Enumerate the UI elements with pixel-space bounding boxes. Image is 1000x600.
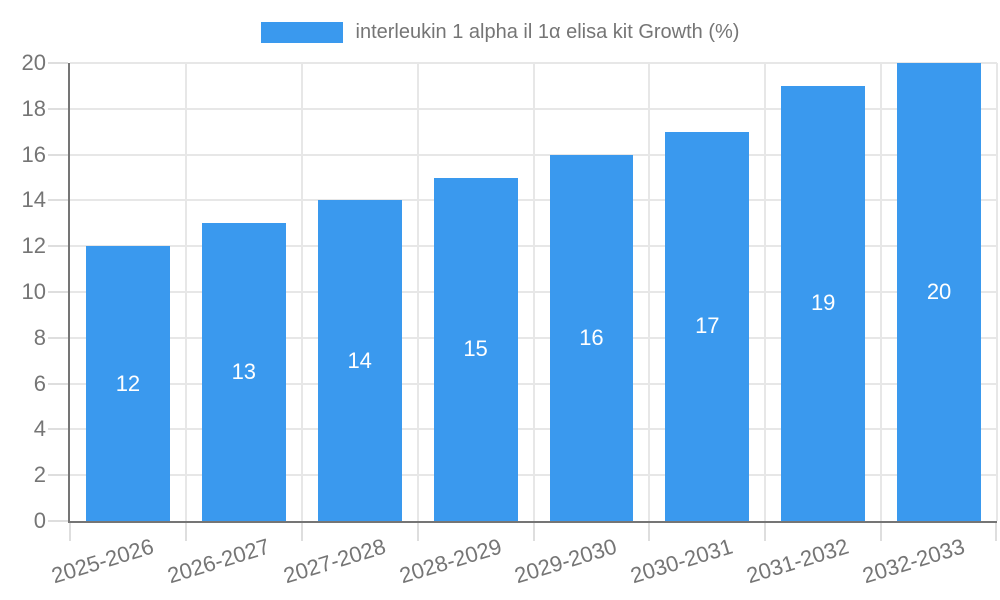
bar-value-label: 13: [231, 359, 257, 385]
x-gridline: [996, 63, 998, 521]
y-tick-mark: [48, 382, 68, 385]
y-axis-label: 0: [33, 508, 46, 533]
y-tick-mark: [48, 153, 68, 156]
bar: 16: [549, 154, 634, 521]
y-axis-label: 10: [21, 279, 46, 304]
x-tick-mark: [184, 523, 187, 541]
bar: 20: [897, 63, 981, 521]
x-gridline: [184, 63, 187, 521]
bar: 19: [781, 85, 866, 521]
x-tick-mark: [69, 523, 71, 541]
y-axis-label: 14: [21, 187, 46, 213]
bar-value-label: 15: [463, 336, 488, 362]
y-tick-mark: [48, 62, 68, 64]
x-gridline: [648, 63, 651, 521]
x-gridline: [532, 63, 535, 521]
y-axis-label: 18: [21, 95, 46, 121]
y-tick-mark: [48, 474, 68, 477]
y-axis-label: 6: [33, 370, 46, 396]
y-axis-label: 4: [33, 416, 46, 442]
bar-value-label: 14: [347, 347, 372, 373]
bar-value-label: 20: [926, 279, 952, 304]
y-tick-mark: [48, 199, 68, 202]
x-tick-mark: [880, 523, 883, 541]
y-tick-mark: [48, 428, 68, 431]
bar: 14: [317, 200, 402, 521]
legend-swatch: [260, 21, 343, 43]
x-gridline: [764, 63, 767, 521]
chart-legend: interleukin 1 alpha il 1α elisa kit Grow…: [0, 19, 1000, 45]
y-tick-mark: [48, 245, 68, 248]
y-axis-label: 12: [21, 233, 46, 259]
y-tick-mark: [48, 520, 68, 522]
x-tick-mark: [764, 523, 767, 541]
y-axis-label: 8: [33, 324, 46, 350]
bar: 17: [665, 131, 750, 521]
bar: 13: [201, 223, 286, 521]
bar-value-label: 12: [115, 370, 141, 396]
x-gridline: [880, 63, 883, 521]
x-gridline: [416, 63, 419, 521]
x-tick-mark: [648, 523, 651, 541]
x-tick-mark: [995, 523, 997, 541]
y-axis-label: 2: [33, 462, 46, 488]
plot-area: 0 2 4 6 8 10 12 14 16 18 20 12 13 14 15 16 17 19 20 2025-20…: [22, 50, 998, 588]
legend-label: interleukin 1 alpha il 1α elisa kit Grow…: [355, 20, 740, 43]
y-axis-label: 16: [21, 141, 46, 167]
y-tick-mark: [48, 291, 68, 293]
x-tick-mark: [532, 523, 535, 541]
bar: 15: [433, 177, 518, 521]
bar-value-label: 19: [810, 290, 836, 316]
x-gridline: [300, 63, 303, 521]
x-tick-mark: [416, 523, 419, 541]
y-tick-mark: [48, 336, 68, 339]
x-tick-mark: [300, 523, 303, 541]
bar-value-label: 16: [579, 324, 604, 350]
bar-value-label: 17: [695, 313, 720, 339]
y-tick-mark: [48, 107, 68, 110]
y-axis-label: 20: [21, 50, 46, 75]
bar: 12: [86, 246, 170, 521]
